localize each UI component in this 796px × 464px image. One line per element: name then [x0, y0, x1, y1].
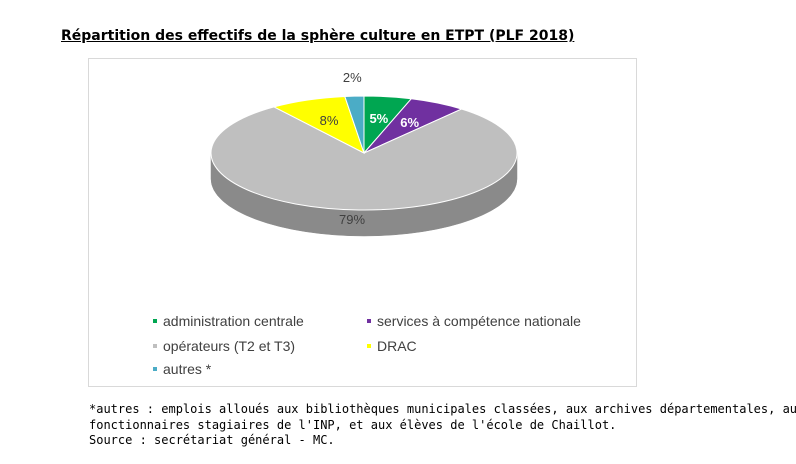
data-labels: 5% 6% 79% 8% 2%	[320, 70, 420, 227]
legend-swatch	[153, 319, 157, 323]
legend-swatch	[367, 319, 371, 323]
source-line: Source : secrétariat général - MC.	[89, 433, 335, 447]
data-label: 5%	[369, 111, 388, 126]
legend-item-autres: autres *	[153, 361, 211, 377]
footnote-line: *autres : emplois alloués aux bibliothèq…	[89, 402, 796, 416]
footnote-line: fonctionnaires stagiaires de l'INP, et a…	[89, 417, 617, 432]
legend-swatch	[153, 344, 157, 348]
data-label: 8%	[320, 113, 339, 128]
legend-swatch	[367, 344, 371, 348]
legend-label: autres *	[163, 361, 212, 377]
data-label: 79%	[339, 212, 365, 227]
legend-swatch	[153, 367, 157, 371]
legend-item-drac: DRAC	[367, 338, 417, 354]
pie-slices	[210, 95, 518, 211]
data-label: 6%	[400, 115, 419, 130]
legend-label: administration centrale	[163, 313, 304, 329]
pie-slice-autres-	[344, 95, 365, 154]
chart-area: 5% 6% 79% 8% 2% administration centrale serv…	[88, 58, 637, 387]
legend-label: services à compétence nationale	[377, 313, 581, 329]
legend-label: opérateurs (T2 et T3)	[163, 338, 296, 354]
legend-item-administration-centrale: administration centrale	[153, 313, 304, 329]
footnotes: *autres : emplois alloués aux bibliothèq…	[89, 402, 796, 449]
chart-title: Répartition des effectifs de la sphère c…	[61, 28, 575, 44]
pie-chart: 5% 6% 79% 8% 2%	[210, 70, 518, 237]
pie-slice-op-rateurs-t2-et-t3-	[210, 106, 518, 211]
legend-item-services-competence-nationale: services à compétence nationale	[367, 313, 581, 329]
data-label: 2%	[343, 70, 362, 85]
legend-item-operateurs: opérateurs (T2 et T3)	[153, 338, 295, 354]
legend-label: DRAC	[377, 338, 417, 354]
